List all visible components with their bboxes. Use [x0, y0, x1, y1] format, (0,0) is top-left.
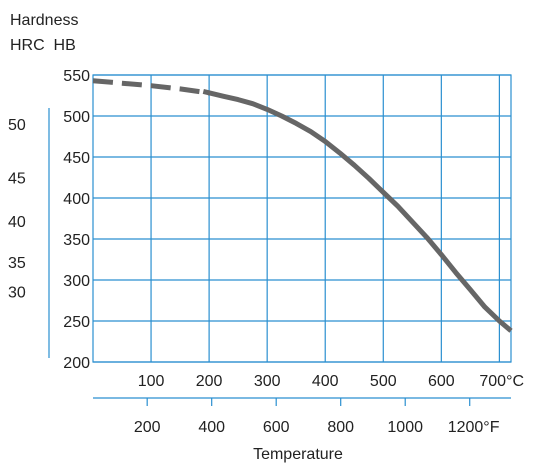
hrc-tick-label: 50 — [8, 117, 26, 134]
celsius-tick-label: 500 — [370, 373, 397, 390]
hrc-tick-label: 30 — [8, 284, 26, 301]
hardness-curve-solid — [202, 88, 513, 333]
fahrenheit-tick-label: 200 — [134, 419, 161, 436]
axes — [48, 108, 511, 406]
hrc-tick-label: 40 — [8, 214, 26, 231]
fahrenheit-tick-label: 800 — [327, 419, 354, 436]
celsius-tick-label: 200 — [196, 373, 223, 390]
plot-frame — [92, 74, 512, 363]
hb-tick-label: 400 — [63, 191, 90, 208]
tick-labels: 200 250 300 350 400 450 500 550 50 45 40 35 30 100 200… — [8, 68, 524, 436]
hb-tick-label: 500 — [63, 109, 90, 126]
celsius-tick-label: 700°C — [479, 373, 524, 390]
chart-title-line-2: HRC HB — [10, 37, 76, 54]
celsius-tick-label: 100 — [138, 373, 165, 390]
x-axis-label: Temperature — [253, 446, 343, 463]
hb-tick-label: 300 — [63, 273, 90, 290]
hrc-tick-label: 35 — [8, 255, 26, 272]
data-series — [92, 78, 513, 333]
hb-tick-label: 350 — [63, 232, 90, 249]
fahrenheit-tick-label: 1000 — [387, 419, 423, 436]
hardness-curve-dashed — [92, 78, 210, 96]
celsius-tick-label: 400 — [312, 373, 339, 390]
fahrenheit-tick-label: 600 — [263, 419, 290, 436]
hb-tick-label: 550 — [63, 68, 90, 85]
hrc-tick-label: 45 — [8, 171, 26, 188]
grid-lines — [92, 74, 512, 363]
hb-tick-label: 450 — [63, 150, 90, 167]
chart-title-line-1: Hardness — [10, 12, 78, 29]
celsius-tick-label: 300 — [254, 373, 281, 390]
hb-tick-label: 200 — [63, 355, 90, 372]
fahrenheit-tick-label: 400 — [198, 419, 225, 436]
fahrenheit-tick-label: 1200°F — [448, 419, 500, 436]
celsius-tick-label: 600 — [428, 373, 455, 390]
hb-tick-label: 250 — [63, 314, 90, 331]
